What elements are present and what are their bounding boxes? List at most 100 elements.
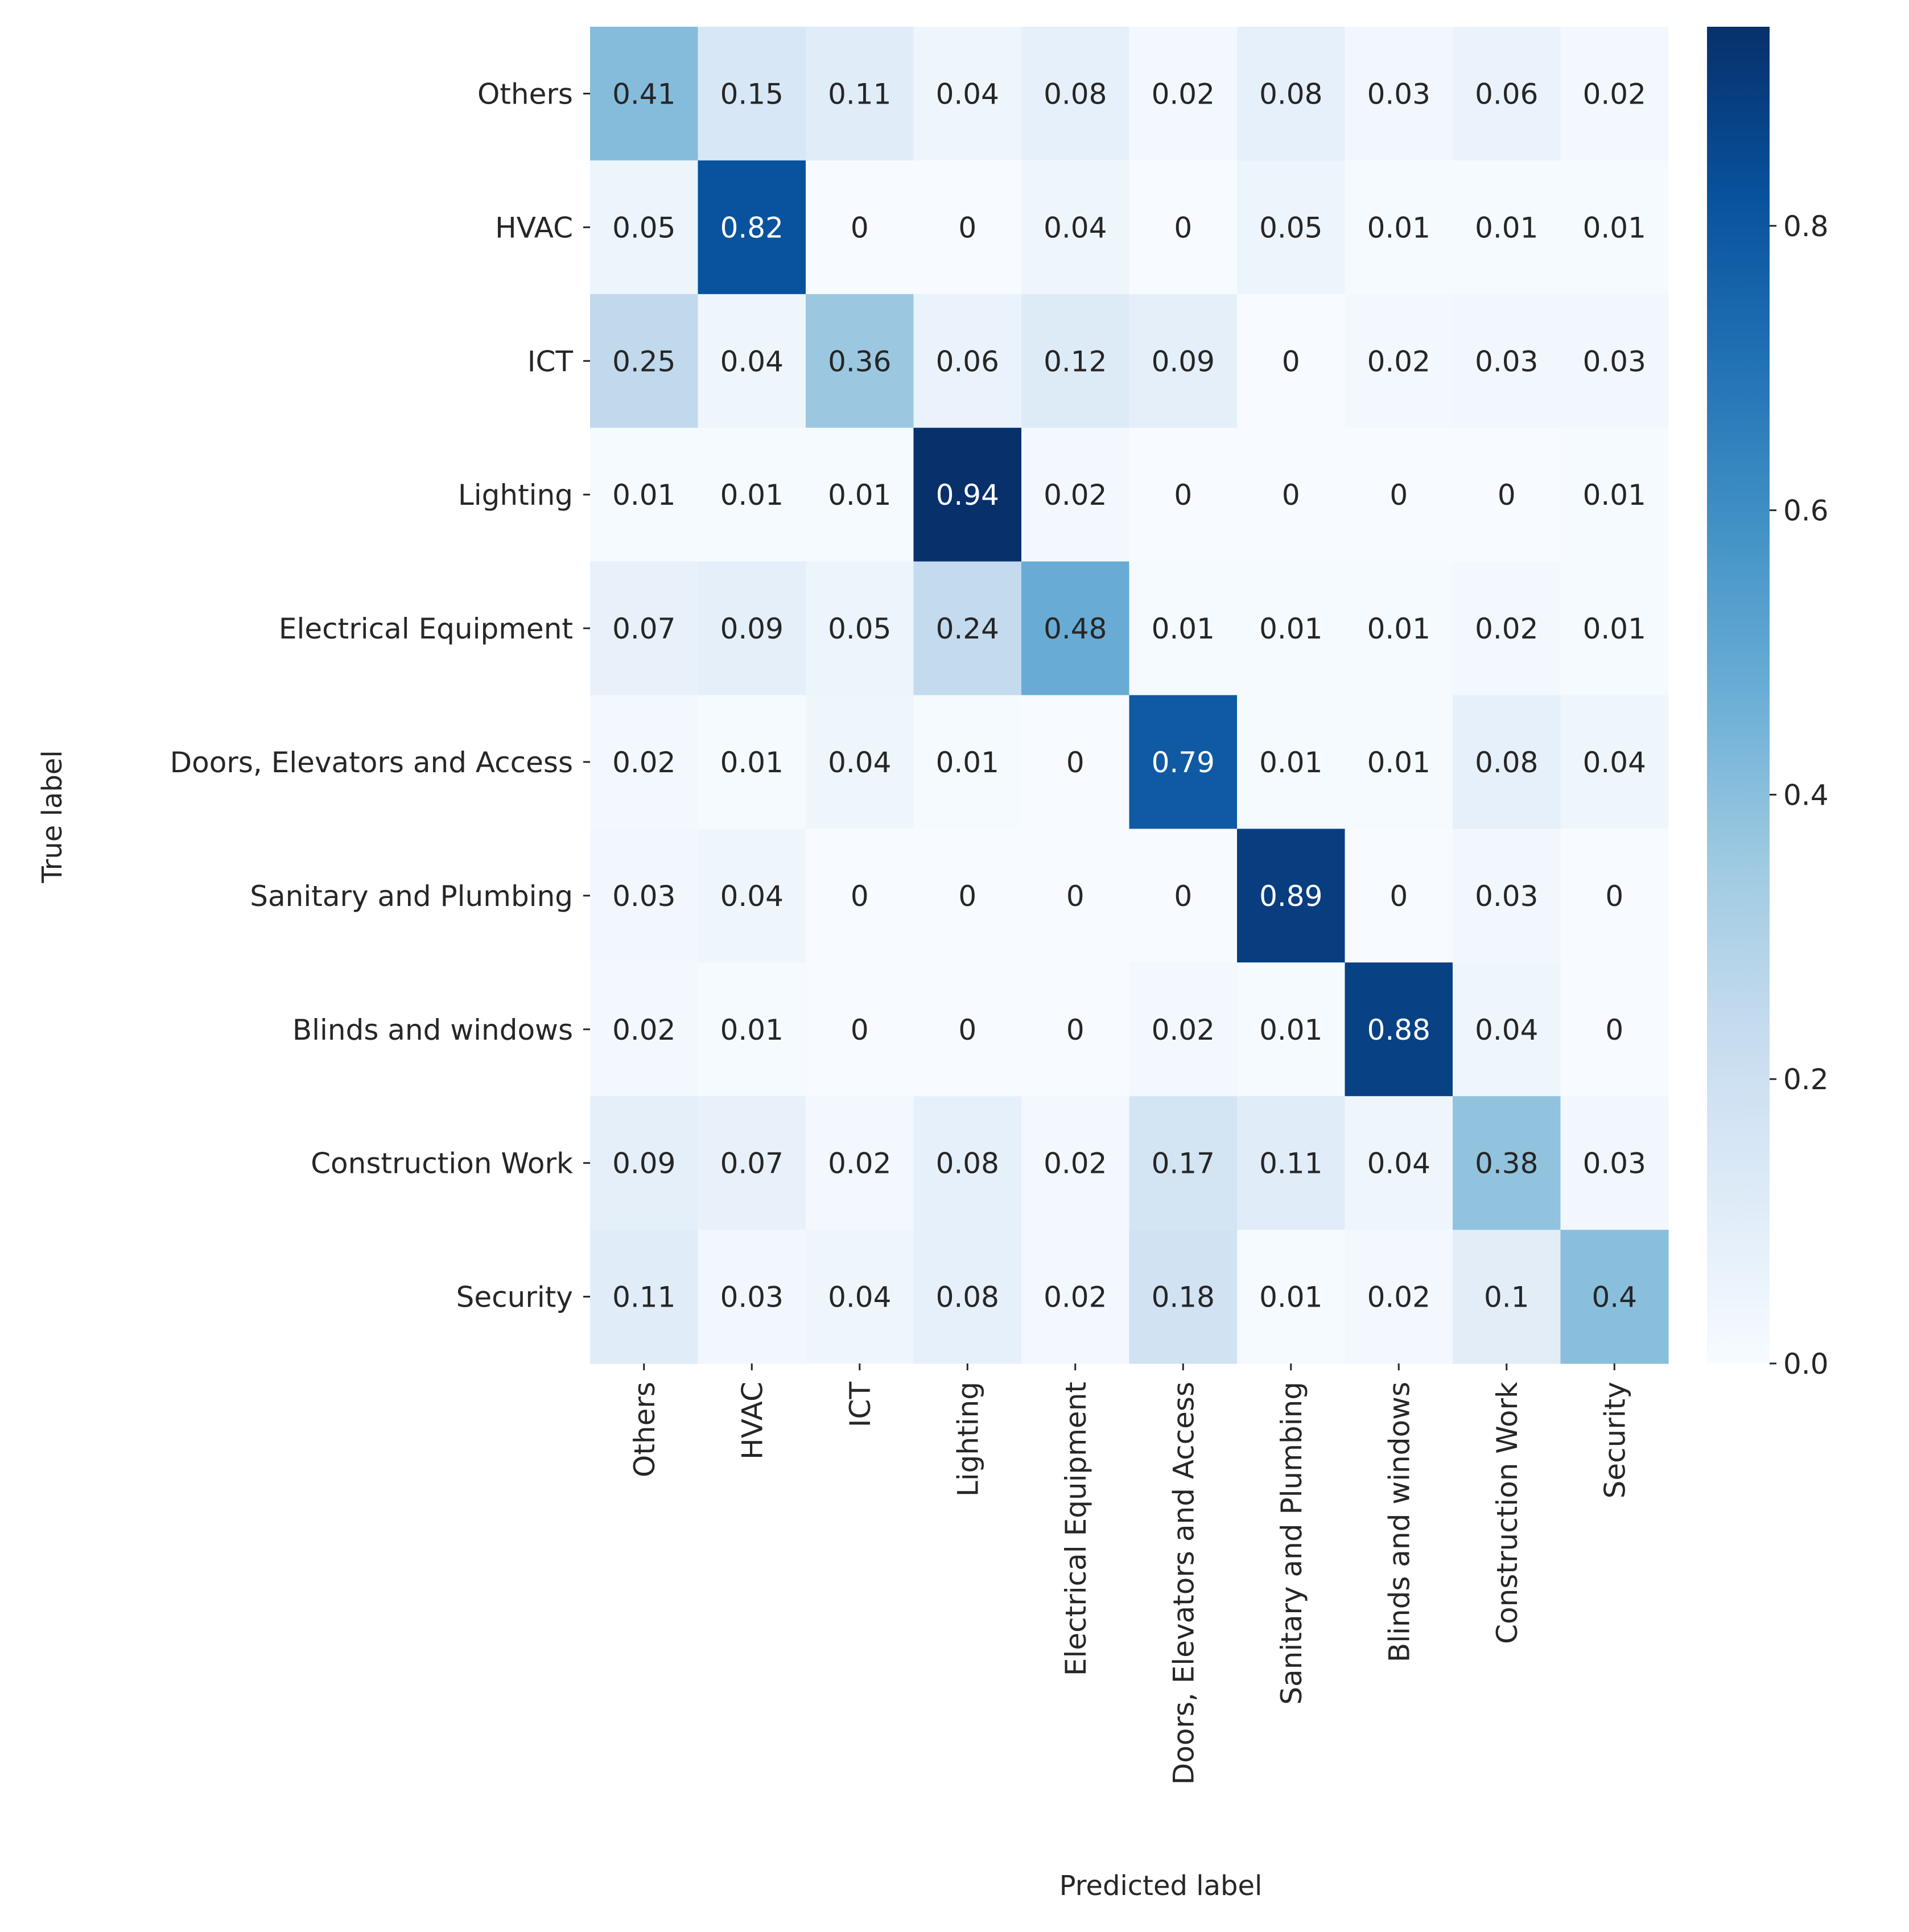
cell-value-label: 0.36 <box>828 345 891 378</box>
heatmap-cell <box>1560 1230 1669 1364</box>
heatmap-cell <box>1560 427 1669 562</box>
cell-value-label: 0.18 <box>1152 1281 1215 1314</box>
cell-value-label: 0.4 <box>1591 1281 1637 1314</box>
x-tick-labels: Others HVAC ICT Lighting Electrical Equipmen… <box>628 1382 1632 1785</box>
heatmap-cell <box>1021 561 1130 696</box>
heatmap-cell <box>806 160 914 295</box>
cell-value-label: 0.02 <box>1152 1014 1215 1047</box>
cell-value-label: 0 <box>851 1014 869 1047</box>
cell-value-label: 0.02 <box>1152 77 1215 110</box>
cell-value-label: 0 <box>1605 1014 1623 1047</box>
heatmap-cell <box>806 1096 914 1230</box>
heatmap-cell <box>1237 695 1346 829</box>
y-tick-label: Construction Work <box>311 1147 573 1180</box>
cell-value-label: 0.08 <box>1475 746 1538 779</box>
x-tick-label: Electrical Equipment <box>1059 1382 1092 1676</box>
heatmap-cell <box>698 27 806 161</box>
cell-value-label: 0.03 <box>1475 880 1538 913</box>
heatmap-cell <box>590 427 699 562</box>
cell-value-label: 0.03 <box>1367 77 1430 110</box>
x-tick-label: Sanitary and Plumbing <box>1275 1382 1308 1705</box>
heatmap-cell <box>590 160 699 295</box>
cell-value-label: 0.04 <box>1475 1014 1538 1047</box>
cell-value-label: 0.01 <box>720 746 784 779</box>
heatmap-cell <box>698 962 806 1097</box>
heatmap-cell <box>913 829 1022 963</box>
cell-value-label: 0.05 <box>1259 211 1322 244</box>
heatmap-cell <box>1560 962 1669 1097</box>
cell-value-label: 0.01 <box>936 746 999 779</box>
cell-value-label: 0.09 <box>1152 345 1215 378</box>
cell-value-label: 0 <box>1174 479 1192 512</box>
cell-value-label: 0.01 <box>828 479 891 512</box>
colorbar-tick-label: 0.2 <box>1783 1063 1829 1096</box>
cell-value-label: 0.04 <box>828 746 891 779</box>
cell-value-label: 0.02 <box>1044 479 1107 512</box>
heatmap-cell <box>590 829 699 963</box>
colorbar: 0.0 0.2 0.4 0.6 0.8 <box>1707 27 1829 1381</box>
heatmap-cell <box>913 160 1022 295</box>
heatmap-cell <box>1237 962 1346 1097</box>
cell-value-label: 0.02 <box>1583 77 1646 110</box>
cell-value-label: 0.02 <box>1367 1281 1430 1314</box>
cell-value-label: 0.11 <box>612 1281 675 1314</box>
cell-value-label: 0.06 <box>1475 77 1538 110</box>
cell-value-label: 0.04 <box>1583 746 1646 779</box>
heatmap-cell <box>806 962 914 1097</box>
heatmap-cell <box>1129 561 1238 696</box>
cell-value-label: 0.01 <box>1475 211 1538 244</box>
cell-value-label: 0.06 <box>936 345 999 378</box>
cell-value-label: 0.03 <box>1583 1147 1646 1180</box>
cell-value-label: 0.1 <box>1484 1281 1529 1314</box>
cell-value-label: 0.01 <box>720 1014 784 1047</box>
heatmap-cell <box>1021 829 1130 963</box>
heatmap-cell <box>1021 427 1130 562</box>
heatmap-cell <box>590 27 699 161</box>
heatmap-cell <box>1129 427 1238 562</box>
y-tick-label: Lighting <box>458 479 573 512</box>
heatmap-cell <box>1453 27 1561 161</box>
colorbar-tick-label: 0.0 <box>1783 1348 1829 1381</box>
cell-value-label: 0.89 <box>1259 880 1322 913</box>
heatmap-cell <box>1237 427 1346 562</box>
heatmap-cells: 0.41 0.15 0.11 0.04 0.08 0.02 0.08 0.03 0.06 0.02… <box>590 27 1669 1364</box>
cell-value-label: 0.04 <box>1367 1147 1430 1180</box>
cell-value-label: 0.82 <box>720 211 784 244</box>
heatmap-cell <box>913 427 1022 562</box>
cell-value-label: 0.09 <box>612 1147 675 1180</box>
heatmap-cell <box>698 427 806 562</box>
heatmap-cell <box>1237 1230 1346 1364</box>
heatmap-cell <box>1560 160 1669 295</box>
cell-value-label: 0.02 <box>828 1147 891 1180</box>
heatmap-cell <box>1345 829 1453 963</box>
heatmap-cell <box>913 1096 1022 1230</box>
heatmap-cell <box>590 561 699 696</box>
heatmap-cell <box>1453 294 1561 429</box>
cell-value-label: 0.03 <box>1583 345 1646 378</box>
heatmap-cell <box>1129 695 1238 829</box>
heatmap-cell <box>1021 695 1130 829</box>
cell-value-label: 0.15 <box>720 77 784 110</box>
colorbar-gradient <box>1707 27 1770 1363</box>
y-tick-label: Blinds and windows <box>292 1014 573 1047</box>
cell-value-label: 0 <box>1174 880 1192 913</box>
x-tick-label: Construction Work <box>1491 1382 1524 1644</box>
heatmap-cell <box>1560 561 1669 696</box>
cell-value-label: 0.03 <box>612 880 675 913</box>
y-tick-label: Sanitary and Plumbing <box>250 880 573 913</box>
heatmap-cell <box>913 1230 1022 1364</box>
x-tick-label: Lighting <box>951 1382 984 1497</box>
cell-value-label: 0 <box>1066 746 1085 779</box>
heatmap-cell <box>1560 1096 1669 1230</box>
cell-value-label: 0 <box>1605 880 1623 913</box>
cell-value-label: 0.05 <box>612 211 675 244</box>
heatmap-cell <box>1345 160 1453 295</box>
heatmap-cell <box>590 695 699 829</box>
x-tick-label: ICT <box>844 1382 877 1428</box>
heatmap-cell <box>1453 427 1561 562</box>
heatmap-cell <box>1453 1096 1561 1230</box>
heatmap-cell <box>806 561 914 696</box>
heatmap-cell <box>806 427 914 562</box>
